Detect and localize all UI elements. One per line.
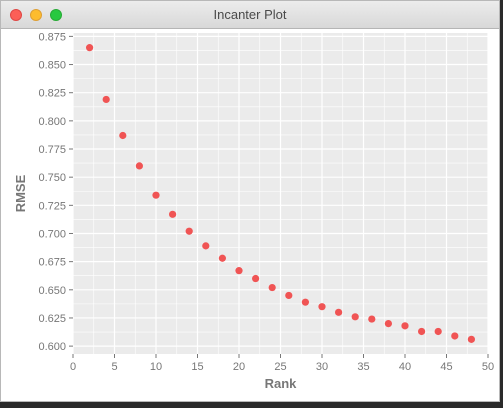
data-point	[119, 131, 127, 140]
minimize-window-button[interactable]	[30, 9, 42, 21]
data-point	[418, 327, 426, 336]
data-point	[86, 44, 94, 52]
y-axis-label: RMSE	[13, 174, 28, 212]
y-tick-label: 0.875	[38, 31, 66, 43]
data-point	[318, 303, 326, 311]
scatter-plot: 0 5 10 15 20 25 30 35 40 45 50 0.600 0.625 0.650 0.67…	[13, 31, 494, 391]
y-tick-label: 0.775	[38, 144, 66, 156]
data-point	[351, 313, 359, 321]
data-point	[285, 291, 293, 300]
x-tick-label: 35	[357, 361, 369, 373]
y-tick-label: 0.800	[38, 116, 66, 128]
data-point	[368, 315, 376, 323]
data-point	[401, 322, 409, 330]
y-tick-label: 0.725	[38, 200, 66, 212]
data-point	[434, 327, 442, 336]
data-point	[384, 319, 392, 328]
data-point	[235, 267, 243, 275]
data-point	[451, 332, 459, 340]
y-axis-ticks: 0.600 0.625 0.650 0.675 0.700 0.725 0.750 0.775…	[38, 31, 73, 353]
plot-window: Incanter Plot 0 5 10 15 20 25 30 35 40 45 50 0.600…	[0, 0, 500, 402]
x-tick-label: 5	[111, 361, 117, 373]
x-axis-label: Rank	[265, 376, 298, 391]
data-point	[301, 298, 309, 306]
background-strip-right	[500, 0, 503, 408]
x-tick-label: 50	[482, 361, 494, 373]
title-bar[interactable]: Incanter Plot	[1, 1, 499, 29]
y-tick-label: 0.825	[38, 88, 66, 100]
close-window-button[interactable]	[10, 9, 22, 21]
y-tick-label: 0.850	[38, 60, 66, 72]
data-point	[152, 191, 160, 199]
data-points	[86, 44, 475, 343]
y-tick-label: 0.650	[38, 285, 66, 297]
data-point	[268, 283, 276, 292]
maximize-window-button[interactable]	[50, 9, 62, 21]
x-tick-label: 10	[150, 361, 162, 373]
data-point	[252, 274, 260, 283]
x-tick-label: 25	[274, 361, 286, 373]
x-tick-label: 0	[70, 361, 76, 373]
y-tick-label: 0.625	[38, 313, 66, 325]
y-tick-label: 0.700	[38, 228, 66, 240]
data-point	[169, 210, 177, 218]
data-point	[335, 308, 343, 316]
background-strip-bottom	[0, 402, 503, 408]
x-tick-label: 45	[440, 361, 452, 373]
data-point	[135, 162, 143, 170]
x-tick-label: 40	[399, 361, 411, 373]
y-tick-label: 0.750	[38, 172, 66, 184]
x-tick-label: 30	[316, 361, 328, 373]
window-title: Incanter Plot	[213, 7, 287, 22]
data-point	[202, 242, 210, 250]
x-axis-ticks: 0 5 10 15 20 25 30 35 40 45 50	[70, 354, 494, 373]
y-tick-label: 0.675	[38, 257, 66, 269]
x-tick-label: 15	[191, 361, 203, 373]
data-point	[218, 254, 226, 262]
gridlines	[72, 33, 489, 354]
data-point	[185, 227, 193, 235]
x-tick-label: 20	[233, 361, 245, 373]
data-point	[102, 95, 110, 104]
y-tick-label: 0.600	[38, 341, 66, 353]
data-point	[467, 335, 475, 343]
